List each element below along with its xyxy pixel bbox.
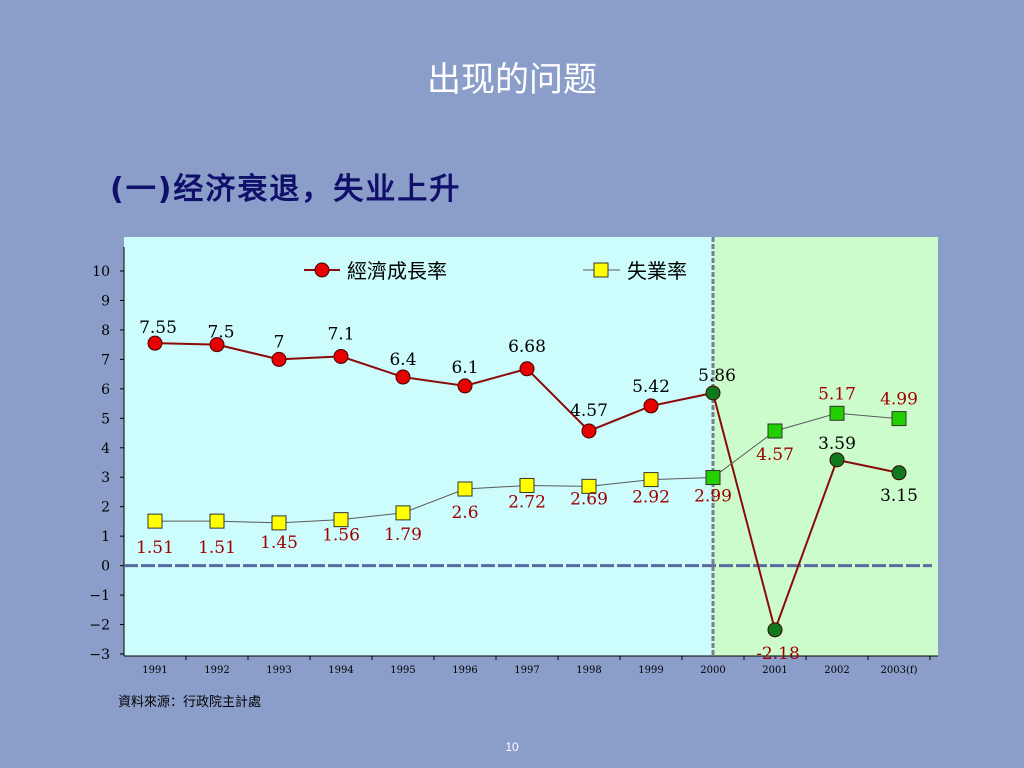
growth-data-label: 5.42 xyxy=(632,377,670,397)
x-tick-label: 1997 xyxy=(514,665,539,676)
unemployment-point xyxy=(457,481,473,497)
unemployment-data-label: 2.69 xyxy=(570,489,608,509)
y-tick-label: 0 xyxy=(101,559,110,575)
unemployment-point xyxy=(829,405,845,421)
unemployment-point xyxy=(333,512,349,528)
x-tick-label: 1999 xyxy=(638,665,663,676)
growth-data-label: 7 xyxy=(274,332,285,352)
x-tick-label: 2003(f) xyxy=(881,665,918,676)
x-tick-label: 1996 xyxy=(452,665,477,676)
growth-point xyxy=(457,378,473,394)
growth-data-label: 3.59 xyxy=(818,434,856,454)
unemployment-point xyxy=(271,515,287,531)
growth-point xyxy=(643,398,659,414)
unemployment-data-label: 1.45 xyxy=(260,533,298,553)
x-tick-label: 2001 xyxy=(762,665,787,676)
x-tick-label: 1994 xyxy=(328,665,353,676)
unemployment-data-label: 2.72 xyxy=(508,492,546,512)
x-tick-label: 2000 xyxy=(700,665,725,676)
unemployment-data-label: 4.99 xyxy=(880,390,918,410)
growth-point xyxy=(209,337,225,353)
y-tick-label: 3 xyxy=(101,470,110,486)
unemployment-point xyxy=(705,470,721,486)
growth-data-label: 6.1 xyxy=(451,358,478,378)
unemployment-point xyxy=(395,505,411,521)
growth-data-label: 5.86 xyxy=(698,366,736,386)
x-tick-label: 1992 xyxy=(204,665,229,676)
slide-subtitle: (一)经济衰退，失业上升 xyxy=(110,172,462,207)
y-tick-label: 4 xyxy=(101,441,110,457)
y-tick-label: 1 xyxy=(101,529,110,545)
growth-point xyxy=(519,361,535,377)
plot-area-history xyxy=(124,237,713,656)
unemployment-data-label: 2.99 xyxy=(694,487,732,507)
growth-data-label: 7.1 xyxy=(327,324,354,344)
y-tick-label: −2 xyxy=(89,618,110,634)
slide-title: 出现的问题 xyxy=(427,60,597,100)
y-tick-label: 6 xyxy=(101,382,110,398)
y-tick-label: 8 xyxy=(101,323,110,339)
unemployment-data-label: 1.51 xyxy=(198,538,236,558)
growth-point xyxy=(767,622,783,638)
growth-point xyxy=(271,351,287,367)
growth-data-label: 3.15 xyxy=(880,486,918,506)
unemployment-point xyxy=(519,477,535,493)
unemployment-data-label: 4.57 xyxy=(756,445,794,465)
growth-point xyxy=(333,348,349,364)
unemployment-data-label: 2.6 xyxy=(451,503,478,523)
unemployment-data-label: 1.79 xyxy=(384,525,422,545)
growth-data-label: 6.68 xyxy=(508,337,546,357)
x-tick-label: 2002 xyxy=(824,665,849,676)
source-note: 資料來源：行政院主計處 xyxy=(118,695,262,710)
growth-point xyxy=(829,452,845,468)
unemployment-point xyxy=(891,411,907,427)
y-tick-label: 10 xyxy=(92,264,110,280)
unemployment-point xyxy=(767,423,783,439)
unemployment-data-label: 5.17 xyxy=(818,384,856,404)
x-tick-label: 1998 xyxy=(576,665,601,676)
legend-swatch-unemployment xyxy=(593,262,609,278)
legend-swatch-growth xyxy=(314,262,330,278)
y-tick-label: 2 xyxy=(101,500,110,516)
growth-point xyxy=(705,385,721,401)
x-tick-label: 1993 xyxy=(266,665,291,676)
unemployment-point xyxy=(643,472,659,488)
legend-label-growth: 經濟成長率 xyxy=(347,259,447,283)
growth-point xyxy=(395,369,411,385)
growth-data-label: 7.5 xyxy=(207,323,234,343)
unemployment-data-label: 2.92 xyxy=(632,488,670,508)
growth-data-label: 4.57 xyxy=(570,401,608,421)
plot-area-forecast xyxy=(713,237,938,656)
y-tick-label: 9 xyxy=(101,293,110,309)
growth-point xyxy=(581,423,597,439)
y-tick-label: −1 xyxy=(89,588,110,604)
unemployment-point xyxy=(581,478,597,494)
growth-data-label: 6.4 xyxy=(389,350,416,370)
unemployment-point xyxy=(209,513,225,529)
y-tick-label: −3 xyxy=(89,647,110,663)
y-tick-label: 5 xyxy=(101,411,110,427)
growth-point xyxy=(891,465,907,481)
x-tick-label: 1995 xyxy=(390,665,415,676)
unemployment-data-label: 1.56 xyxy=(322,526,360,546)
growth-data-label: 7.55 xyxy=(139,318,177,338)
growth-point xyxy=(147,335,163,351)
unemployment-data-label: 1.51 xyxy=(136,538,174,558)
page-number: 10 xyxy=(505,740,519,754)
x-tick-label: 1991 xyxy=(142,665,167,676)
growth-data-label: -2.18 xyxy=(756,644,800,664)
y-tick-label: 7 xyxy=(101,352,110,368)
unemployment-point xyxy=(147,513,163,529)
legend-label-unemployment: 失業率 xyxy=(627,259,687,283)
